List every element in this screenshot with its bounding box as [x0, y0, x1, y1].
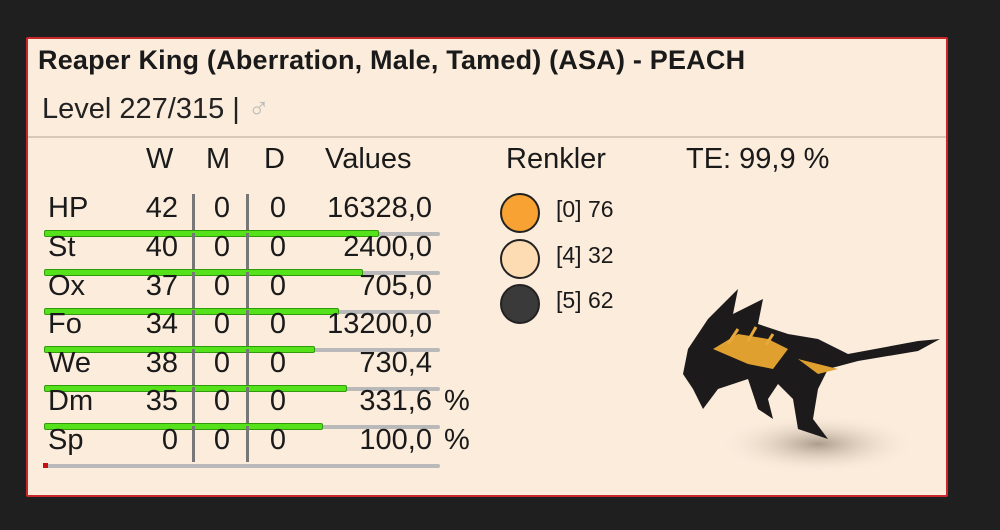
stat-domestic-level: 0	[269, 347, 287, 379]
header-colors: Renkler	[506, 143, 606, 175]
stat-mutation-level: 0	[213, 231, 231, 263]
stat-label: HP	[48, 192, 89, 224]
stat-label: St	[48, 231, 76, 263]
column-separator	[246, 233, 249, 269]
stat-domestic-level: 0	[269, 385, 287, 417]
column-separator	[246, 272, 249, 308]
stat-domestic-level: 0	[269, 308, 287, 340]
column-separator	[192, 194, 195, 230]
level-text: Level 227/315 |	[42, 93, 240, 125]
stat-bar-fill	[44, 346, 316, 353]
column-separator	[246, 349, 249, 385]
header-m: M	[206, 143, 231, 175]
header-values: Values	[325, 143, 412, 175]
column-separator	[192, 310, 195, 346]
stat-wild-level: 38	[145, 347, 178, 379]
stat-row-dm: Dm 35 0 0 331,6 %	[28, 385, 488, 430]
stat-label: Sp	[48, 424, 84, 456]
stat-bar-fill	[44, 230, 379, 237]
stat-label: Dm	[48, 385, 94, 417]
color-swatch[interactable]	[500, 193, 540, 233]
te-value: TE: 99,9 %	[686, 143, 830, 175]
stat-label: Fo	[48, 308, 82, 340]
stat-mutation-level: 0	[213, 347, 231, 379]
color-swatch[interactable]	[500, 239, 540, 279]
column-separator	[192, 272, 195, 308]
male-icon: ♂	[247, 93, 270, 125]
color-region-label: [4] 32	[556, 242, 614, 268]
stat-row-st: St 40 0 0 2400,0	[28, 231, 488, 276]
color-swatch[interactable]	[500, 284, 540, 324]
column-separator	[192, 426, 195, 462]
column-separator	[246, 387, 249, 423]
stat-domestic-level: 0	[269, 192, 287, 224]
stat-value: 730,4	[359, 347, 432, 379]
column-separator	[192, 387, 195, 423]
stat-domestic-level: 0	[269, 424, 287, 456]
color-region-label: [5] 62	[556, 287, 614, 313]
stat-wild-level: 0	[161, 424, 178, 456]
stat-value: 705,0	[359, 270, 432, 302]
stat-value: 100,0	[359, 424, 432, 456]
stat-mutation-level: 0	[213, 270, 231, 302]
stat-wild-level: 34	[145, 308, 178, 340]
stat-bar-empty-marker	[43, 463, 48, 468]
color-region-label: [0] 76	[556, 196, 614, 222]
stat-mutation-level: 0	[213, 192, 231, 224]
stat-mutation-level: 0	[213, 308, 231, 340]
stat-row-sp: Sp 0 0 0 100,0 %	[28, 424, 488, 468]
column-separator	[192, 349, 195, 385]
stat-domestic-level: 0	[269, 231, 287, 263]
column-separator	[192, 233, 195, 269]
stat-row-we: We 38 0 0 730,4	[28, 347, 488, 392]
stat-value: 2400,0	[343, 231, 432, 263]
stat-wild-level: 40	[145, 231, 178, 263]
level-line: Level 227/315 | ♂	[42, 93, 270, 126]
stat-bar-fill	[44, 308, 340, 315]
stat-row-fo: Fo 34 0 0 13200,0	[28, 308, 488, 353]
column-separator	[246, 310, 249, 346]
stat-unit: %	[444, 385, 470, 417]
stat-bar-fill	[44, 269, 363, 276]
stat-bar-fill	[44, 385, 347, 392]
divider	[28, 136, 946, 138]
stat-wild-level: 42	[145, 192, 178, 224]
reaper-king-creature-image	[683, 289, 940, 474]
stat-mutation-level: 0	[213, 385, 231, 417]
stat-domestic-level: 0	[269, 270, 287, 302]
stat-bar-track	[44, 464, 440, 468]
stat-value: 16328,0	[327, 192, 432, 224]
header-d: D	[264, 143, 285, 175]
creature-title: Reaper King (Aberration, Male, Tamed) (A…	[38, 45, 746, 75]
stat-wild-level: 37	[145, 270, 178, 302]
stat-value: 331,6	[359, 385, 432, 417]
column-separator	[246, 194, 249, 230]
stat-row-hp: HP 42 0 0 16328,0	[28, 192, 488, 237]
header-w: W	[146, 143, 174, 175]
column-separator	[246, 426, 249, 462]
stat-unit: %	[444, 424, 470, 456]
creature-info-panel: Reaper King (Aberration, Male, Tamed) (A…	[26, 37, 948, 497]
stat-bar-fill	[44, 423, 324, 430]
stat-mutation-level: 0	[213, 424, 231, 456]
stat-value: 13200,0	[327, 308, 432, 340]
stat-row-ox: Ox 37 0 0 705,0	[28, 270, 488, 315]
stat-label: We	[48, 347, 91, 379]
stat-label: Ox	[48, 270, 86, 302]
stat-wild-level: 35	[145, 385, 178, 417]
